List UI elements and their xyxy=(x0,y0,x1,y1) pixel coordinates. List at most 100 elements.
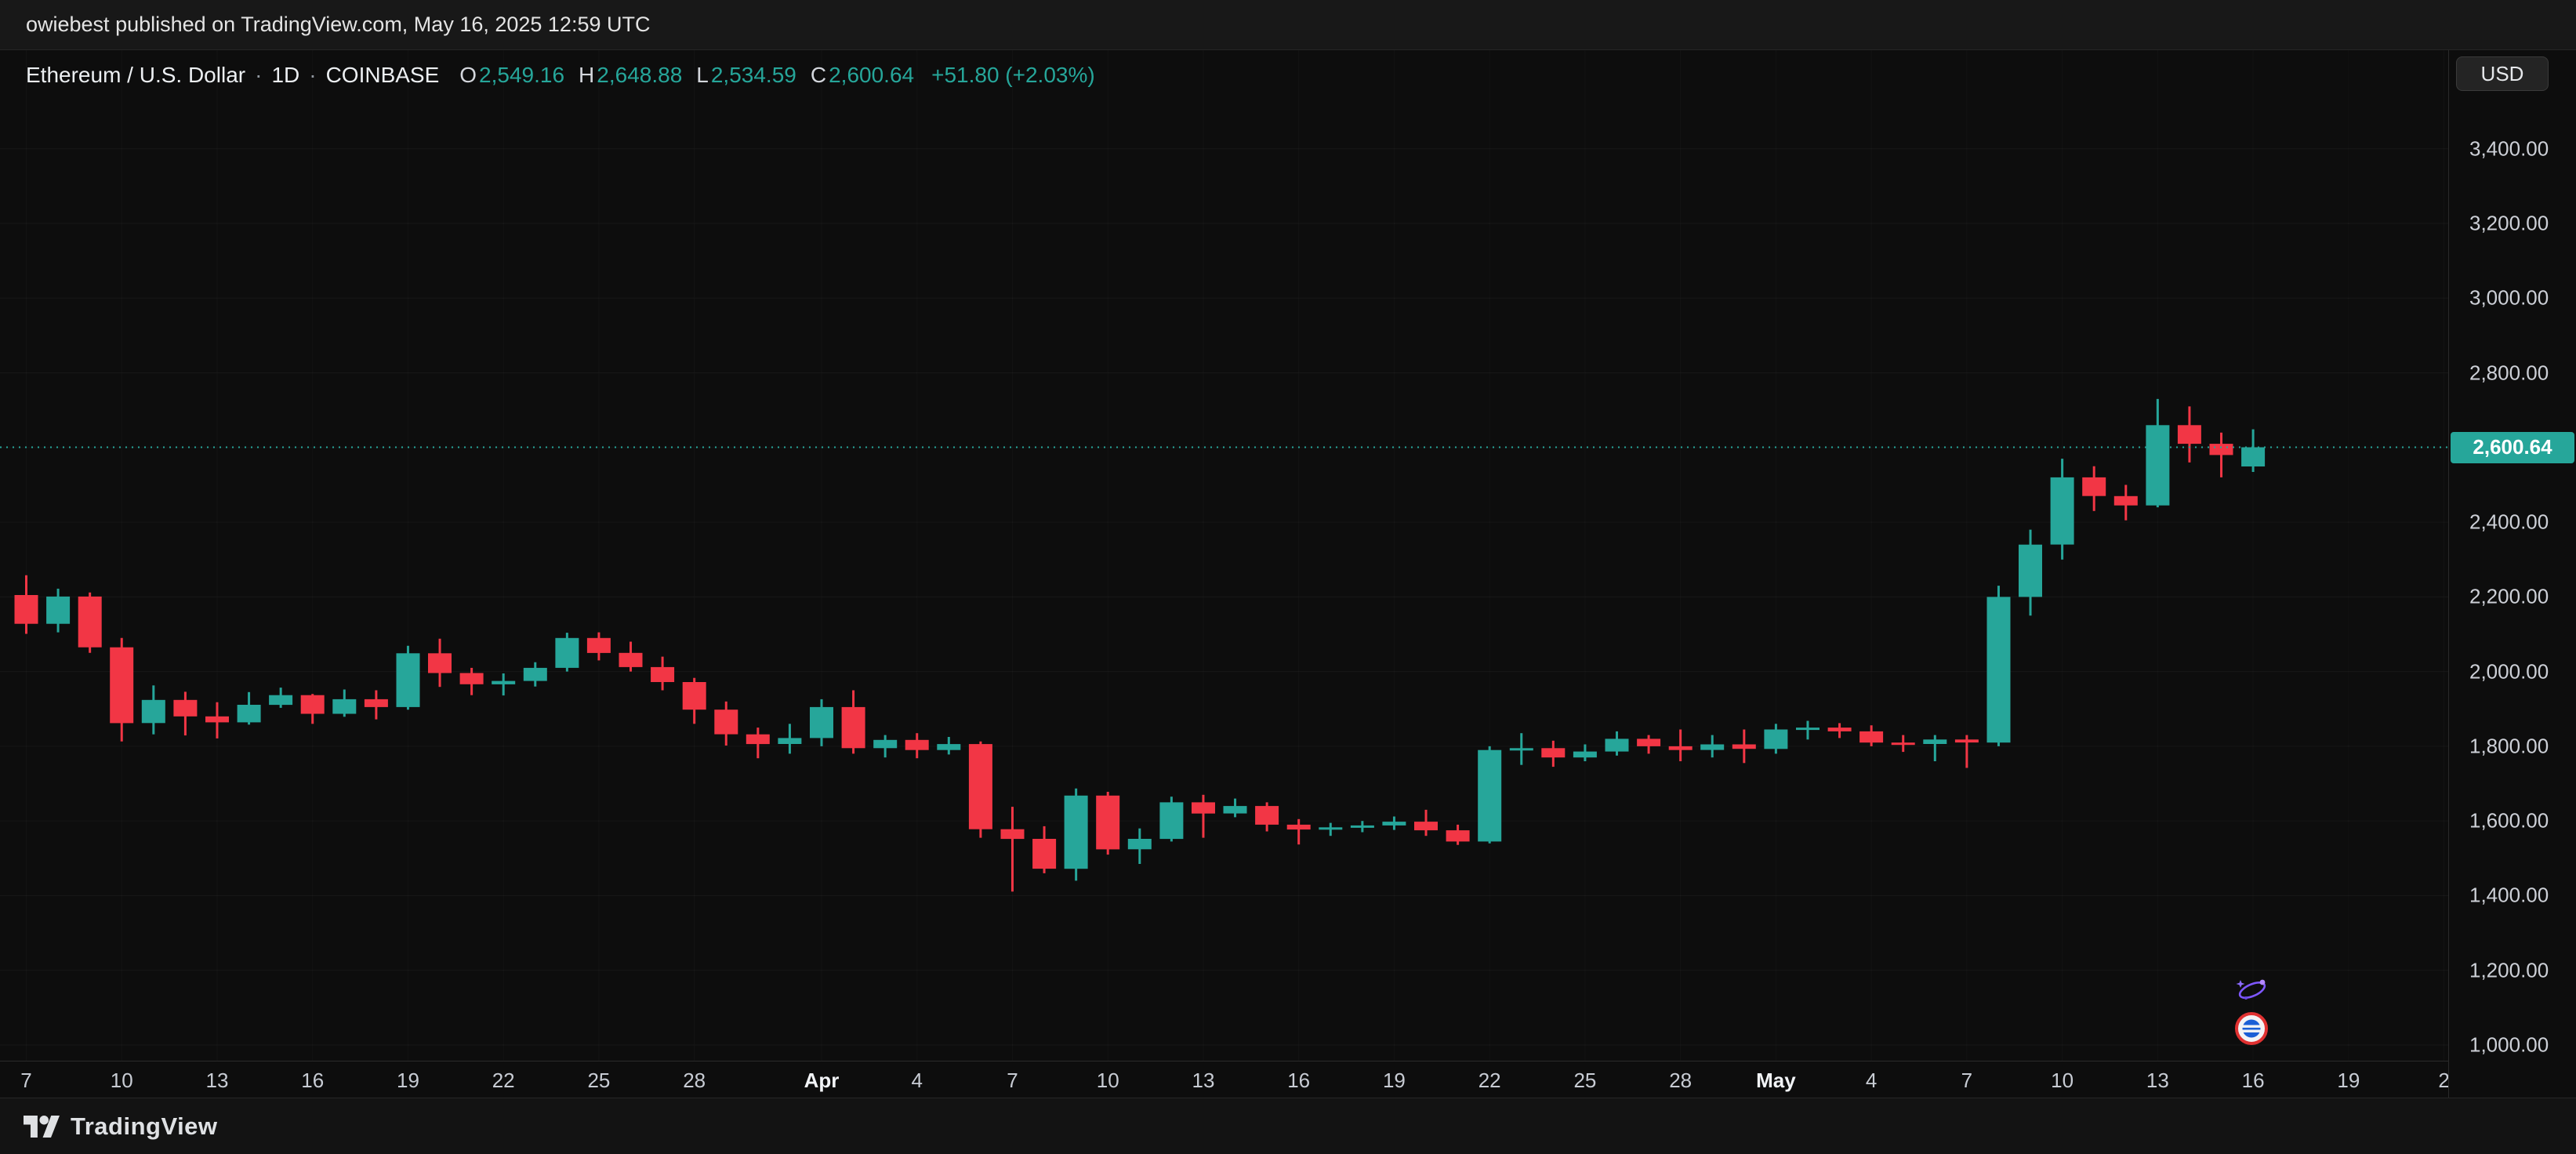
candle xyxy=(1541,740,1566,768)
candle xyxy=(141,685,165,735)
watermark-badge-icon xyxy=(2235,1012,2268,1045)
time-tick-label: 19 xyxy=(1382,1069,1406,1092)
candle xyxy=(1127,828,1152,864)
candle xyxy=(1859,725,1884,746)
candle xyxy=(1159,797,1184,842)
open-key: O xyxy=(459,63,477,87)
time-tick-label: 28 xyxy=(683,1069,706,1092)
high-key: H xyxy=(579,63,595,87)
candle xyxy=(523,662,547,687)
candle xyxy=(841,690,865,754)
price-scale[interactable]: USD 3,400.00 3,200.00 3,000.00 2,800.00 2,60… xyxy=(2448,50,2576,1098)
attribution-bar: owiebest published on TradingView.com, M… xyxy=(0,0,2576,49)
time-tick-label: 25 xyxy=(587,1069,611,1092)
time-tick-label: 4 xyxy=(911,1069,923,1092)
time-tick-label: 13 xyxy=(205,1069,229,1092)
candle xyxy=(1637,735,1661,754)
candle xyxy=(2082,466,2106,511)
separator-dot: · xyxy=(309,63,317,87)
candle xyxy=(1478,746,1502,844)
candle xyxy=(1509,733,1533,765)
time-tick-label: 7 xyxy=(20,1069,32,1092)
candle xyxy=(428,638,452,688)
candle xyxy=(1668,729,1693,761)
candle xyxy=(555,633,579,672)
candle xyxy=(1319,822,1343,836)
time-tick-label: 16 xyxy=(301,1069,325,1092)
footer-bar: TradingView xyxy=(0,1098,2576,1154)
chart-pane[interactable]: Ethereum / U.S. Dollar · 1D · COINBASE O… xyxy=(0,50,2448,1061)
candle xyxy=(1764,724,1788,754)
low-key: L xyxy=(696,63,709,87)
price-tick-label: 1,800.00 xyxy=(2469,734,2549,758)
candle xyxy=(1223,798,1247,818)
time-tick-label: 16 xyxy=(1287,1069,1311,1092)
candle xyxy=(1891,735,1915,753)
time-tick-label: 19 xyxy=(2337,1069,2360,1092)
time-tick-label: 7 xyxy=(1961,1069,1973,1092)
candle xyxy=(2177,406,2201,463)
candle xyxy=(2209,432,2233,477)
tradingview-brand[interactable]: TradingView xyxy=(71,1112,218,1140)
time-tick-label: Apr xyxy=(804,1069,840,1092)
candle xyxy=(300,694,325,724)
candle xyxy=(619,641,643,672)
candle xyxy=(492,673,516,696)
ohlc-high: H 2,648.88 xyxy=(579,63,682,88)
last-price-badge: 2,600.64 xyxy=(2451,431,2574,463)
candle xyxy=(1255,802,1279,832)
watermark-orbit-icon xyxy=(2236,979,2266,1000)
candle xyxy=(1796,720,1820,740)
candle xyxy=(1064,788,1088,881)
candle xyxy=(173,691,198,736)
candle xyxy=(332,689,357,717)
open-value: 2,549.16 xyxy=(479,63,565,87)
candle xyxy=(1096,792,1120,855)
time-tick-label: 25 xyxy=(1573,1069,1597,1092)
time-tick-label: 10 xyxy=(2051,1069,2074,1092)
candle xyxy=(1923,735,1947,761)
symbol-title[interactable]: Ethereum / U.S. Dollar xyxy=(26,63,246,87)
candle xyxy=(1446,824,1470,845)
time-tick-label: May xyxy=(1756,1069,1796,1092)
tradingview-logo-icon[interactable] xyxy=(24,1113,60,1140)
candle xyxy=(1986,586,2011,746)
candle xyxy=(714,701,738,746)
time-axis[interactable]: 7 10 13 16 19 22 25 28 Apr 4 7 10 13 16 19 22 25 28 May 4 7 1… xyxy=(0,1061,2448,1098)
price-tick-label: 2,800.00 xyxy=(2469,361,2549,385)
chart-region: Ethereum / U.S. Dollar · 1D · COINBASE O… xyxy=(0,49,2576,1098)
candle xyxy=(2113,484,2138,521)
candle xyxy=(1605,731,1629,756)
ohlc-open: O 2,549.16 xyxy=(459,63,564,88)
candle xyxy=(269,688,293,708)
ohlc-readout: O 2,549.16 H 2,648.88 L 2,534.59 C 2,600… xyxy=(459,63,1094,88)
candle xyxy=(14,575,38,634)
candle xyxy=(364,690,388,720)
currency-button[interactable]: USD xyxy=(2456,56,2549,91)
attribution-text: owiebest published on TradingView.com, M… xyxy=(26,13,651,36)
candle xyxy=(937,737,961,755)
candle xyxy=(586,632,611,661)
candle xyxy=(46,588,71,633)
candle xyxy=(2146,398,2170,508)
price-tick-label: 1,400.00 xyxy=(2469,883,2549,907)
candle xyxy=(873,735,898,758)
candle xyxy=(1286,818,1311,845)
price-tick-label: 3,000.00 xyxy=(2469,285,2549,310)
close-key: C xyxy=(810,63,827,87)
price-tick-label: 2,000.00 xyxy=(2469,659,2549,684)
price-tick-label: 1,600.00 xyxy=(2469,808,2549,833)
price-tick-label: 1,200.00 xyxy=(2469,958,2549,982)
close-value: 2,600.64 xyxy=(829,63,915,87)
interval-label: 1D xyxy=(271,63,300,87)
candle xyxy=(78,592,102,653)
price-tick-label: 3,200.00 xyxy=(2469,211,2549,235)
candle xyxy=(1000,807,1025,892)
candle xyxy=(810,699,833,746)
candle xyxy=(459,667,484,695)
candle xyxy=(778,724,802,754)
exchange-label: COINBASE xyxy=(325,63,440,87)
time-tick-label: 4 xyxy=(1865,1069,1878,1092)
candle xyxy=(205,702,229,738)
